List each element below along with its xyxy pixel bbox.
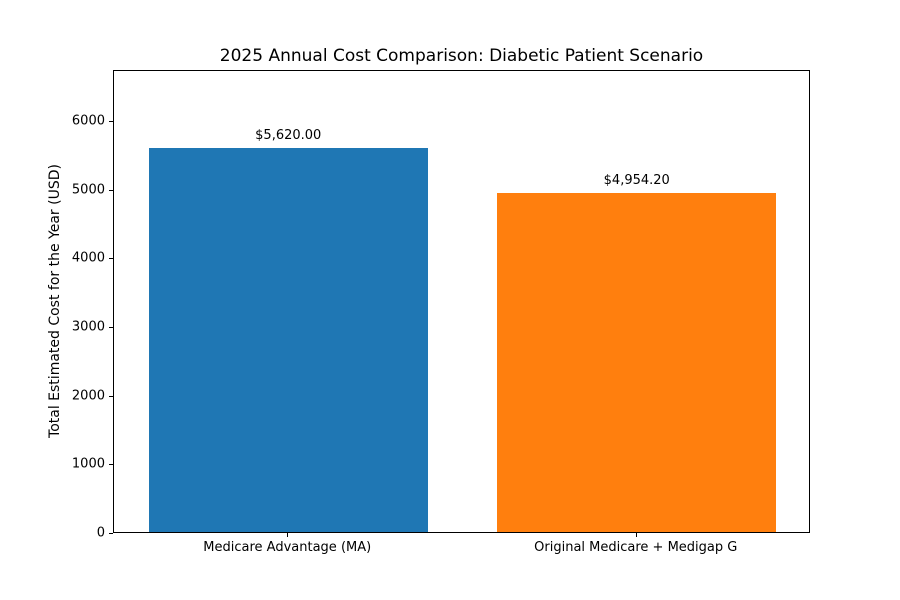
x-tick-mark-0 — [287, 533, 289, 537]
y-tick-mark-4 — [109, 258, 113, 260]
y-tick-label-1: 1000 — [71, 456, 105, 472]
y-tick-mark-2 — [109, 395, 113, 397]
y-tick-label-2: 2000 — [71, 388, 105, 404]
x-tick-label-1: Original Medicare + Medigap G — [534, 540, 738, 555]
y-tick-mark-1 — [109, 464, 113, 466]
y-tick-label-5: 5000 — [71, 182, 105, 198]
y-tick-label-0: 0 — [96, 525, 105, 541]
x-tick-label-0: Medicare Advantage (MA) — [203, 540, 372, 555]
y-tick-label-3: 3000 — [71, 319, 105, 335]
chart-title: 2025 Annual Cost Comparison: Diabetic Pa… — [219, 46, 704, 66]
y-tick-label-6: 6000 — [71, 113, 105, 129]
y-tick-mark-3 — [109, 327, 113, 329]
bar-0 — [148, 147, 428, 532]
y-tick-mark-5 — [109, 189, 113, 191]
y-tick-mark-0 — [109, 533, 113, 534]
bar-value-label-1: $4,954.20 — [603, 173, 670, 189]
bar-value-label-0: $5,620.00 — [255, 127, 322, 143]
bar-1 — [497, 193, 777, 532]
x-tick-mark-1 — [635, 533, 637, 537]
plot-area: $5,620.00 $4,954.20 — [113, 70, 810, 533]
y-tick-mark-6 — [109, 121, 113, 123]
y-tick-label-4: 4000 — [71, 250, 105, 266]
